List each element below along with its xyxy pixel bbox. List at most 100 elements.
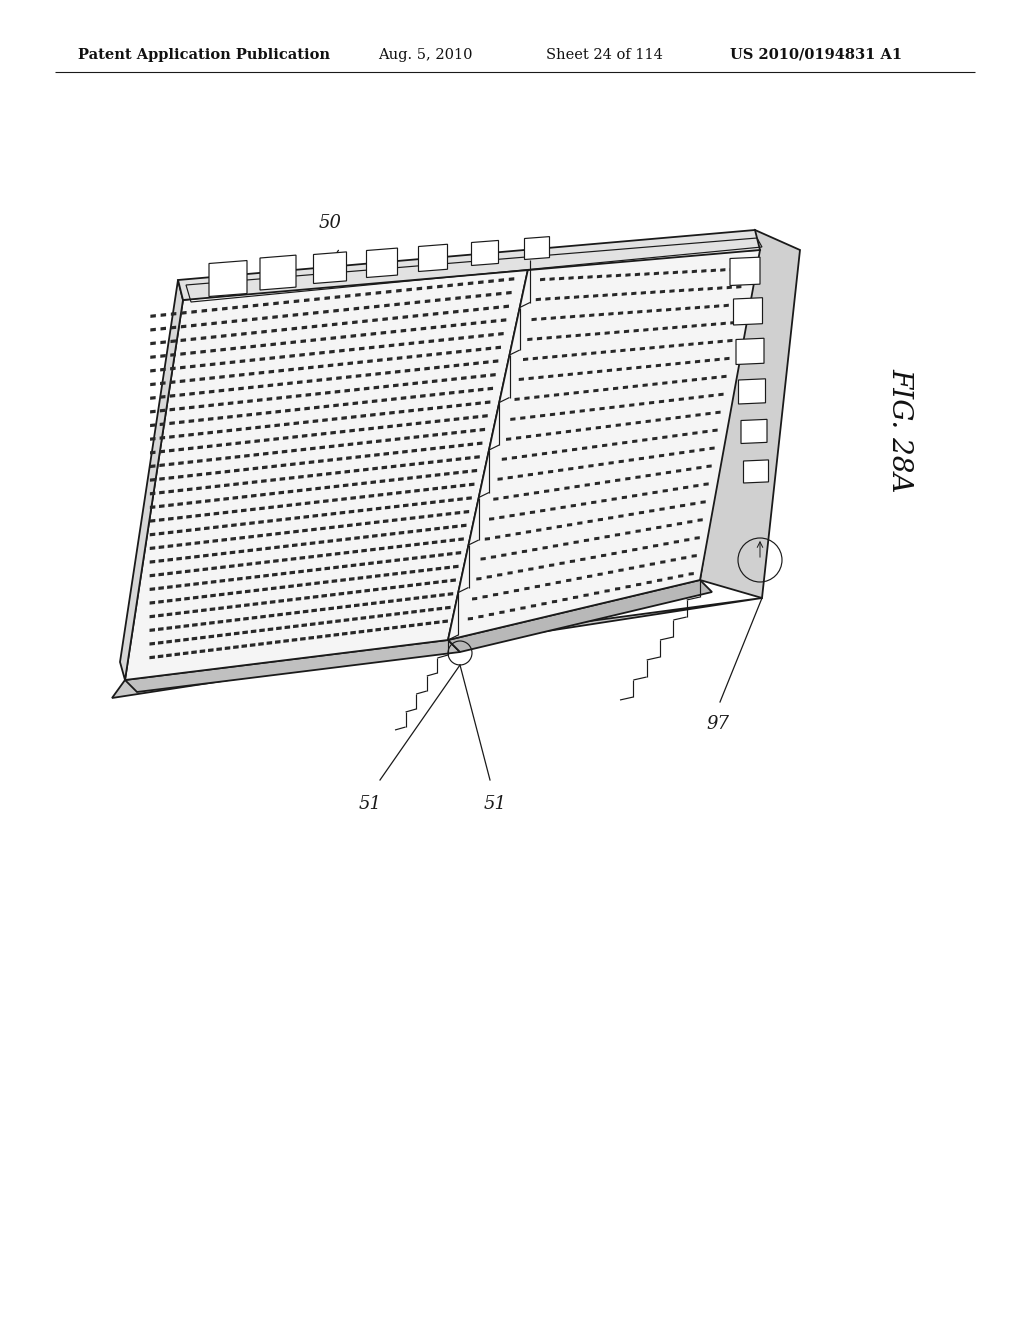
Polygon shape (371, 480, 376, 484)
Polygon shape (505, 533, 511, 537)
Polygon shape (584, 389, 589, 393)
Polygon shape (417, 475, 422, 479)
Text: 51: 51 (358, 795, 382, 813)
Polygon shape (334, 309, 339, 313)
Polygon shape (314, 500, 319, 504)
Polygon shape (332, 417, 337, 421)
Polygon shape (563, 543, 568, 545)
Polygon shape (262, 587, 268, 591)
Polygon shape (727, 285, 732, 289)
Polygon shape (295, 408, 300, 412)
Polygon shape (340, 430, 345, 433)
Polygon shape (208, 417, 213, 421)
Polygon shape (672, 380, 677, 384)
Polygon shape (329, 350, 335, 354)
Polygon shape (664, 271, 669, 275)
Polygon shape (219, 593, 224, 597)
Polygon shape (613, 387, 618, 391)
Text: 51: 51 (483, 795, 507, 813)
Polygon shape (326, 471, 332, 475)
Polygon shape (585, 483, 590, 487)
Polygon shape (508, 572, 513, 574)
Text: Patent Application Publication: Patent Application Publication (78, 48, 330, 62)
Polygon shape (432, 540, 437, 544)
Polygon shape (464, 363, 469, 366)
Polygon shape (468, 442, 473, 446)
Polygon shape (209, 389, 214, 393)
Polygon shape (214, 498, 220, 502)
Polygon shape (673, 271, 678, 275)
Polygon shape (292, 326, 297, 330)
Polygon shape (246, 576, 251, 579)
Polygon shape (673, 326, 678, 329)
Text: 50: 50 (318, 214, 341, 232)
Polygon shape (639, 403, 644, 405)
Polygon shape (313, 312, 318, 314)
Polygon shape (267, 627, 273, 631)
Polygon shape (184, 583, 190, 587)
Polygon shape (298, 367, 304, 371)
Polygon shape (597, 573, 603, 576)
Polygon shape (687, 520, 692, 524)
Polygon shape (319, 446, 325, 449)
Polygon shape (415, 543, 420, 546)
Polygon shape (456, 350, 462, 354)
Polygon shape (410, 516, 416, 520)
Polygon shape (571, 352, 577, 356)
Polygon shape (228, 388, 233, 392)
Polygon shape (201, 350, 206, 354)
Polygon shape (739, 267, 744, 271)
Polygon shape (286, 611, 292, 615)
Polygon shape (160, 422, 165, 426)
Polygon shape (281, 463, 287, 467)
Polygon shape (392, 572, 398, 576)
Polygon shape (282, 558, 288, 562)
Polygon shape (315, 568, 322, 572)
Polygon shape (195, 541, 200, 545)
Polygon shape (395, 370, 400, 374)
Polygon shape (219, 375, 224, 379)
Polygon shape (384, 304, 390, 308)
Polygon shape (364, 306, 370, 309)
Polygon shape (554, 488, 559, 491)
Polygon shape (203, 553, 209, 557)
Polygon shape (404, 368, 411, 372)
Polygon shape (112, 598, 762, 698)
Polygon shape (161, 341, 166, 345)
Polygon shape (288, 490, 293, 494)
Polygon shape (419, 462, 424, 465)
Polygon shape (381, 331, 386, 335)
Polygon shape (629, 512, 634, 516)
Polygon shape (351, 414, 356, 418)
Polygon shape (367, 576, 372, 579)
Polygon shape (698, 395, 703, 399)
Polygon shape (168, 503, 174, 507)
Polygon shape (400, 624, 407, 628)
Polygon shape (207, 458, 212, 462)
Polygon shape (240, 359, 245, 363)
Polygon shape (150, 615, 155, 618)
Polygon shape (653, 272, 659, 275)
Polygon shape (670, 289, 675, 293)
Polygon shape (468, 335, 474, 339)
Polygon shape (577, 577, 582, 579)
Polygon shape (244, 603, 250, 607)
Polygon shape (484, 537, 490, 541)
Polygon shape (332, 498, 338, 502)
Polygon shape (620, 404, 625, 408)
Polygon shape (350, 334, 356, 338)
Polygon shape (211, 579, 216, 583)
Polygon shape (611, 552, 616, 556)
Polygon shape (441, 579, 447, 583)
Polygon shape (683, 486, 688, 490)
Polygon shape (376, 507, 381, 511)
Polygon shape (151, 342, 156, 346)
Polygon shape (261, 330, 267, 334)
Polygon shape (601, 350, 606, 354)
Polygon shape (242, 644, 247, 648)
Polygon shape (328, 363, 333, 367)
Polygon shape (543, 356, 548, 359)
Polygon shape (425, 528, 431, 532)
Polygon shape (400, 329, 407, 333)
Polygon shape (697, 519, 702, 521)
